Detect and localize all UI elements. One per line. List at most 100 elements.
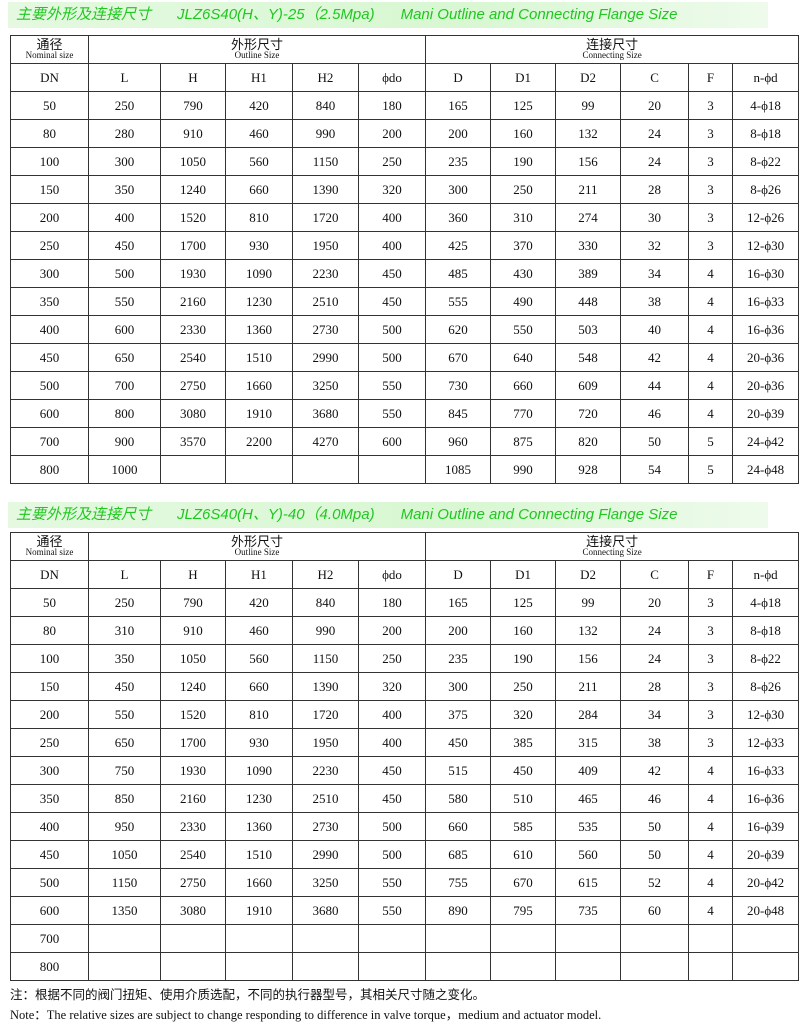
- table-cell: 600: [10, 896, 89, 925]
- table-row: 600 800 3080 1910 3680 550 845 770 720 46 4 20-ϕ39: [10, 399, 800, 428]
- table-row: 400 950 2330 1360 2730 500 660 585 535 50 4 16-ϕ39: [10, 812, 800, 841]
- table-cell: 2990: [292, 343, 359, 372]
- table-cell: 132: [555, 119, 622, 148]
- table-cell: 300: [425, 672, 492, 701]
- table-cell: 1090: [225, 756, 293, 785]
- column-header: H1: [225, 63, 293, 92]
- table-cell: [88, 952, 161, 981]
- table-cell: 550: [490, 315, 557, 344]
- table-cell: 20-ϕ39: [732, 840, 800, 869]
- table-cell: 910: [160, 616, 226, 645]
- table-cell: 125: [490, 588, 557, 617]
- table-cell: 1390: [292, 175, 359, 204]
- table-cell: 750: [88, 756, 161, 785]
- title-model: JLZ6S40(H、Y)-25（2.5Mpa): [177, 6, 375, 23]
- column-header: H2: [292, 63, 359, 92]
- table-cell: 250: [88, 91, 161, 120]
- table-cell: 3080: [160, 896, 226, 925]
- table-cell: 450: [357, 259, 427, 288]
- column-header: D2: [555, 63, 622, 92]
- table-cell: [688, 952, 734, 981]
- table-cell: 320: [357, 672, 427, 701]
- table-cell: 1360: [225, 812, 293, 841]
- table-cell: 810: [225, 700, 293, 729]
- table-cell: 485: [425, 259, 492, 288]
- table-cell: 1520: [160, 700, 226, 729]
- table-row: 100 350 1050 560 1150 250 235 190 156 24 3 8-ϕ22: [10, 644, 800, 673]
- table-cell: 80: [10, 119, 89, 148]
- title-cn: 主要外形及连接尺寸: [16, 6, 152, 23]
- table-row: 50 250 790 420 840 180 165 125 99 20 3 4-ϕ18: [10, 588, 800, 617]
- table-cell: 890: [425, 896, 492, 925]
- table-cell: 1660: [225, 371, 293, 400]
- table-cell: 165: [425, 588, 492, 617]
- table-row: 200 400 1520 810 1720 400 360 310 274 30 3 12-ϕ26: [10, 203, 800, 232]
- table-cell: 515: [425, 756, 492, 785]
- table-cell: 500: [357, 315, 427, 344]
- table-cell: 450: [88, 231, 161, 260]
- table-cell: 548: [555, 343, 622, 372]
- column-header: D: [425, 63, 492, 92]
- connect-cn: 连接尺寸: [586, 36, 639, 52]
- column-header: C: [620, 560, 690, 589]
- table-cell: 211: [555, 175, 622, 204]
- table-cell: 3: [688, 175, 734, 204]
- table-cell: 550: [357, 399, 427, 428]
- table-cell: 100: [10, 147, 89, 176]
- table-cell: 850: [88, 784, 161, 813]
- table-cell: [555, 924, 622, 953]
- table-cell: 50: [10, 91, 89, 120]
- table-cell: 660: [225, 175, 293, 204]
- table-cell: 500: [357, 840, 427, 869]
- table-cell: 4: [688, 896, 734, 925]
- table-cell: 200: [10, 700, 89, 729]
- table-cell: 990: [292, 616, 359, 645]
- table-cell: 720: [555, 399, 622, 428]
- table-cell: 28: [620, 672, 690, 701]
- table-cell: 465: [555, 784, 622, 813]
- outline-cn: 外形尺寸: [231, 36, 284, 52]
- table-cell: 1150: [88, 868, 161, 897]
- connect-cn: 连接尺寸: [586, 533, 639, 549]
- table-cell: 12-ϕ26: [732, 203, 800, 232]
- table-cell: 840: [292, 588, 359, 617]
- table-cell: 3: [688, 616, 734, 645]
- table-cell: 450: [10, 840, 89, 869]
- table-row: 200 550 1520 810 1720 400 375 320 284 34 3 12-ϕ30: [10, 700, 800, 729]
- table-cell: 350: [10, 784, 89, 813]
- table-cell: 274: [555, 203, 622, 232]
- title-en: Mani Outline and Connecting Flange Size: [400, 506, 678, 523]
- table-cell: 810: [225, 203, 293, 232]
- table-cell: 300: [88, 147, 161, 176]
- table-cell: 28: [620, 175, 690, 204]
- column-header: D2: [555, 560, 622, 589]
- table-cell: 4270: [292, 427, 359, 456]
- table-cell: 34: [620, 700, 690, 729]
- column-header: DN: [10, 560, 89, 589]
- table-cell: 875: [490, 427, 557, 456]
- dimension-table-25: 通径 Nominal size 外形尺寸 Outline Size 连接尺寸 Connec…: [10, 35, 800, 484]
- column-header: DN: [10, 63, 89, 92]
- table-cell: 1360: [225, 315, 293, 344]
- table-cell: 735: [555, 896, 622, 925]
- table-cell: 250: [10, 728, 89, 757]
- table-cell: 8-ϕ22: [732, 147, 800, 176]
- dimension-table-40: 通径 Nominal size 外形尺寸 Outline Size 连接尺寸 Connec…: [10, 532, 800, 981]
- table-cell: 450: [88, 672, 161, 701]
- table-cell: 1910: [225, 399, 293, 428]
- table-cell: 585: [490, 812, 557, 841]
- table-cell: [160, 952, 226, 981]
- table-cell: 50: [10, 588, 89, 617]
- table-cell: 80: [10, 616, 89, 645]
- table-cell: 1050: [88, 840, 161, 869]
- table-cell: 60: [620, 896, 690, 925]
- group-header-row: 通径 Nominal size 外形尺寸 Outline Size 连接尺寸 Connec…: [10, 532, 800, 561]
- table-cell: 4: [688, 399, 734, 428]
- table-cell: 310: [490, 203, 557, 232]
- table-cell: 150: [10, 175, 89, 204]
- table-cell: 4: [688, 784, 734, 813]
- table-cell: 700: [10, 924, 89, 953]
- nominal-en: Nominal size: [25, 546, 74, 557]
- table-cell: 1720: [292, 700, 359, 729]
